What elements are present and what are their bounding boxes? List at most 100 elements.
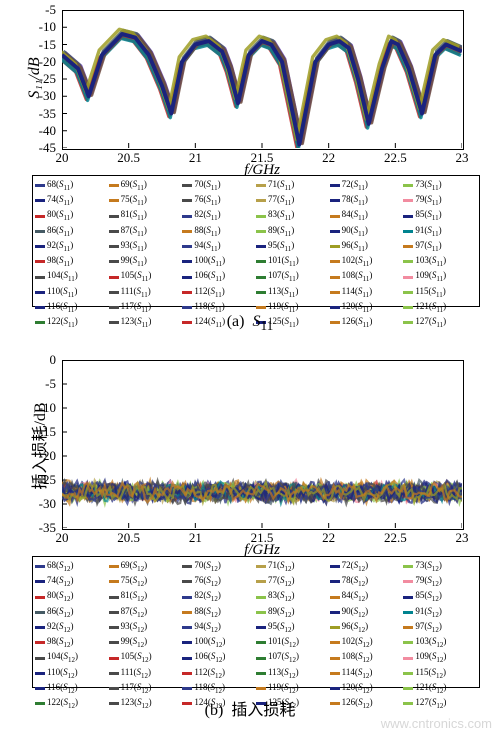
legend-swatch xyxy=(330,596,340,599)
legend-item: 115(S11) xyxy=(403,285,477,300)
legend-swatch xyxy=(35,184,45,187)
legend-item: 83(S12) xyxy=(256,589,330,604)
legend-swatch xyxy=(330,291,340,294)
legend-item: 105(S12) xyxy=(109,650,183,665)
legend-label: 85(S11) xyxy=(415,208,441,223)
legend-swatch xyxy=(182,565,192,568)
legend-label: 102(S12) xyxy=(342,635,373,650)
ytick-label: 0 xyxy=(16,352,56,368)
legend-swatch xyxy=(35,672,45,675)
legend-label: 111(S11) xyxy=(121,285,151,300)
ytick-label: -20 xyxy=(16,448,56,464)
legend-label: 71(S12) xyxy=(268,559,295,574)
legend-swatch xyxy=(403,687,413,690)
legend-swatch xyxy=(35,687,45,690)
legend-item: 95(S12) xyxy=(256,620,330,635)
legend-item: 86(S11) xyxy=(35,224,109,239)
legend-swatch xyxy=(35,611,45,614)
legend-item: 92(S12) xyxy=(35,620,109,635)
ytick-label: -15 xyxy=(16,424,56,440)
legend-item: 87(S12) xyxy=(109,605,183,620)
legend-label: 88(S11) xyxy=(194,224,220,239)
legend-item: 114(S12) xyxy=(330,666,404,681)
legend-label: 103(S12) xyxy=(415,635,446,650)
xtick-label: 21 xyxy=(175,150,215,166)
legend-label: 93(S12) xyxy=(121,620,148,635)
ytick-label: -25 xyxy=(16,71,56,87)
legend-label: 109(S12) xyxy=(415,650,446,665)
legend-item: 112(S12) xyxy=(182,666,256,681)
legend-label: 78(S11) xyxy=(342,193,368,208)
legend-item: 85(S11) xyxy=(403,208,477,223)
legend-swatch xyxy=(403,641,413,644)
legend-swatch xyxy=(182,199,192,202)
legend-item: 76(S12) xyxy=(182,574,256,589)
legend-swatch xyxy=(256,611,266,614)
legend-label: 110(S11) xyxy=(47,285,77,300)
legend-label: 107(S11) xyxy=(268,269,299,284)
legend-label: 93(S11) xyxy=(121,239,147,254)
legend-label: 109(S11) xyxy=(415,269,446,284)
legend-swatch xyxy=(330,184,340,187)
legend-swatch xyxy=(182,245,192,248)
legend-label: 101(S11) xyxy=(268,254,299,269)
legend-label: 91(S11) xyxy=(415,224,441,239)
legend-item: 97(S11) xyxy=(403,239,477,254)
legend-item: 89(S12) xyxy=(256,605,330,620)
legend-swatch xyxy=(403,184,413,187)
legend-label: 97(S12) xyxy=(415,620,442,635)
legend-item: 77(S11) xyxy=(256,193,330,208)
legend-item: 80(S11) xyxy=(35,208,109,223)
legend-swatch xyxy=(256,641,266,644)
legend-label: 100(S12) xyxy=(194,635,225,650)
legend-swatch xyxy=(109,276,119,279)
ytick-label: -25 xyxy=(16,472,56,488)
legend-swatch xyxy=(109,230,119,233)
legend-item: 81(S12) xyxy=(109,589,183,604)
legend-item: 81(S11) xyxy=(109,208,183,223)
legend-label: 76(S11) xyxy=(194,193,220,208)
legend-swatch xyxy=(256,687,266,690)
legend-swatch xyxy=(403,291,413,294)
xtick-label: 22.5 xyxy=(375,150,415,166)
legend-label: 89(S12) xyxy=(268,605,295,620)
legend-label: 86(S12) xyxy=(47,605,74,620)
legend-label: 95(S11) xyxy=(268,239,294,254)
legend-item: 105(S11) xyxy=(109,269,183,284)
legend-swatch xyxy=(35,657,45,660)
legend-swatch xyxy=(330,611,340,614)
legend-item: 109(S12) xyxy=(403,650,477,665)
legend-label: 76(S12) xyxy=(194,574,221,589)
legend-swatch xyxy=(330,230,340,233)
legend-item: 91(S11) xyxy=(403,224,477,239)
legend-item: 99(S11) xyxy=(109,254,183,269)
legend-swatch xyxy=(256,565,266,568)
legend-item: 113(S12) xyxy=(256,666,330,681)
legend-swatch xyxy=(182,306,192,309)
legend-label: 96(S11) xyxy=(342,239,368,254)
legend-label: 87(S11) xyxy=(121,224,147,239)
legend-label: 79(S12) xyxy=(415,574,442,589)
legend-item: 115(S12) xyxy=(403,666,477,681)
legend-label: 98(S11) xyxy=(47,254,73,269)
legend-swatch xyxy=(403,596,413,599)
legend-swatch xyxy=(330,657,340,660)
legend-item: 73(S12) xyxy=(403,559,477,574)
legend-item: 86(S12) xyxy=(35,605,109,620)
xtick-label: 22.5 xyxy=(375,530,415,546)
legend-item: 106(S11) xyxy=(182,269,256,284)
legend-item: 112(S11) xyxy=(182,285,256,300)
xtick-label: 21 xyxy=(175,530,215,546)
legend-swatch xyxy=(403,215,413,218)
legend-item: 74(S12) xyxy=(35,574,109,589)
legend-item: 75(S11) xyxy=(109,193,183,208)
legend-swatch xyxy=(35,260,45,263)
legend-swatch xyxy=(35,199,45,202)
legend-swatch xyxy=(182,672,192,675)
legend-swatch xyxy=(109,626,119,629)
legend-label: 118(S12) xyxy=(194,681,225,696)
legend-item: 68(S12) xyxy=(35,559,109,574)
legend-label: 86(S11) xyxy=(47,224,73,239)
legend-label: 68(S12) xyxy=(47,559,74,574)
legend-item: 118(S12) xyxy=(182,681,256,696)
